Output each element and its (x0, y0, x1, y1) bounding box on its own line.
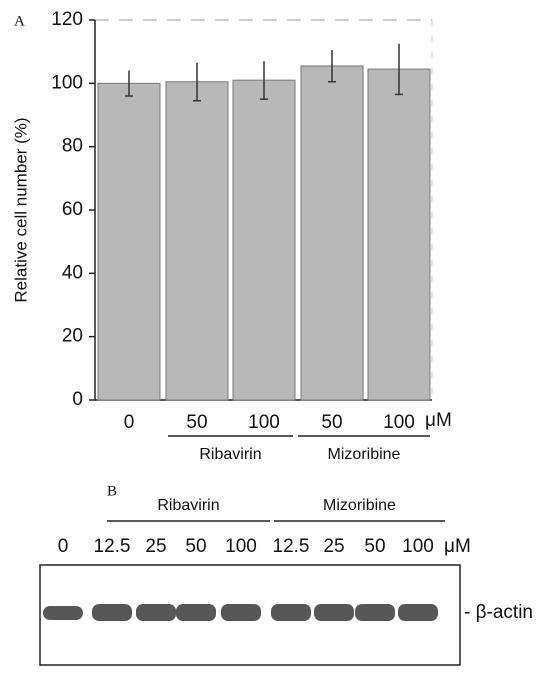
group-label: Ribavirin (199, 446, 261, 463)
bar (97, 82, 161, 401)
bar (165, 81, 229, 401)
lane-label: 100 (402, 536, 434, 557)
group-label: Ribavirin (157, 497, 219, 514)
band-label: - β-actin (464, 602, 533, 623)
bar (232, 79, 296, 401)
blot-frame (39, 564, 461, 666)
lane-label: 100 (225, 536, 257, 557)
group-label: Mizoribine (328, 446, 401, 463)
band (271, 604, 311, 621)
band (398, 604, 438, 621)
x-tick-label: 50 (321, 412, 342, 433)
y-tick-label: 60 (62, 199, 83, 220)
lane-unit: μM (444, 536, 471, 557)
y-tick-label: 100 (51, 72, 83, 93)
panel-label: A (14, 13, 25, 29)
x-tick-label: 50 (186, 412, 207, 433)
lane-label: 50 (364, 536, 385, 557)
lane-label: 50 (185, 536, 206, 557)
lane-label: 25 (323, 536, 344, 557)
group-label: Mizoribine (323, 497, 396, 514)
y-axis-label: Relative cell number (%) (11, 117, 30, 302)
band (92, 604, 132, 621)
y-tick-label: 0 (72, 389, 83, 410)
lane-label: 25 (145, 536, 166, 557)
band (221, 604, 261, 621)
panel-label: B (107, 483, 117, 499)
y-tick-label: 40 (62, 262, 83, 283)
y-tick-label: 120 (51, 9, 83, 30)
lane-label: 12.5 (273, 536, 310, 557)
band (43, 606, 83, 620)
bar (300, 65, 364, 401)
lane-label: 0 (58, 536, 69, 557)
y-tick-label: 20 (62, 326, 83, 347)
x-tick-label: 100 (383, 412, 415, 433)
band (355, 604, 395, 621)
x-tick-label: 0 (124, 412, 135, 433)
bar (367, 68, 431, 401)
x-unit: μM (425, 410, 452, 431)
band (176, 604, 216, 621)
x-tick-label: 100 (248, 412, 280, 433)
band (136, 604, 176, 621)
y-tick-label: 80 (62, 136, 83, 157)
lane-label: 12.5 (94, 536, 131, 557)
band (314, 604, 354, 621)
